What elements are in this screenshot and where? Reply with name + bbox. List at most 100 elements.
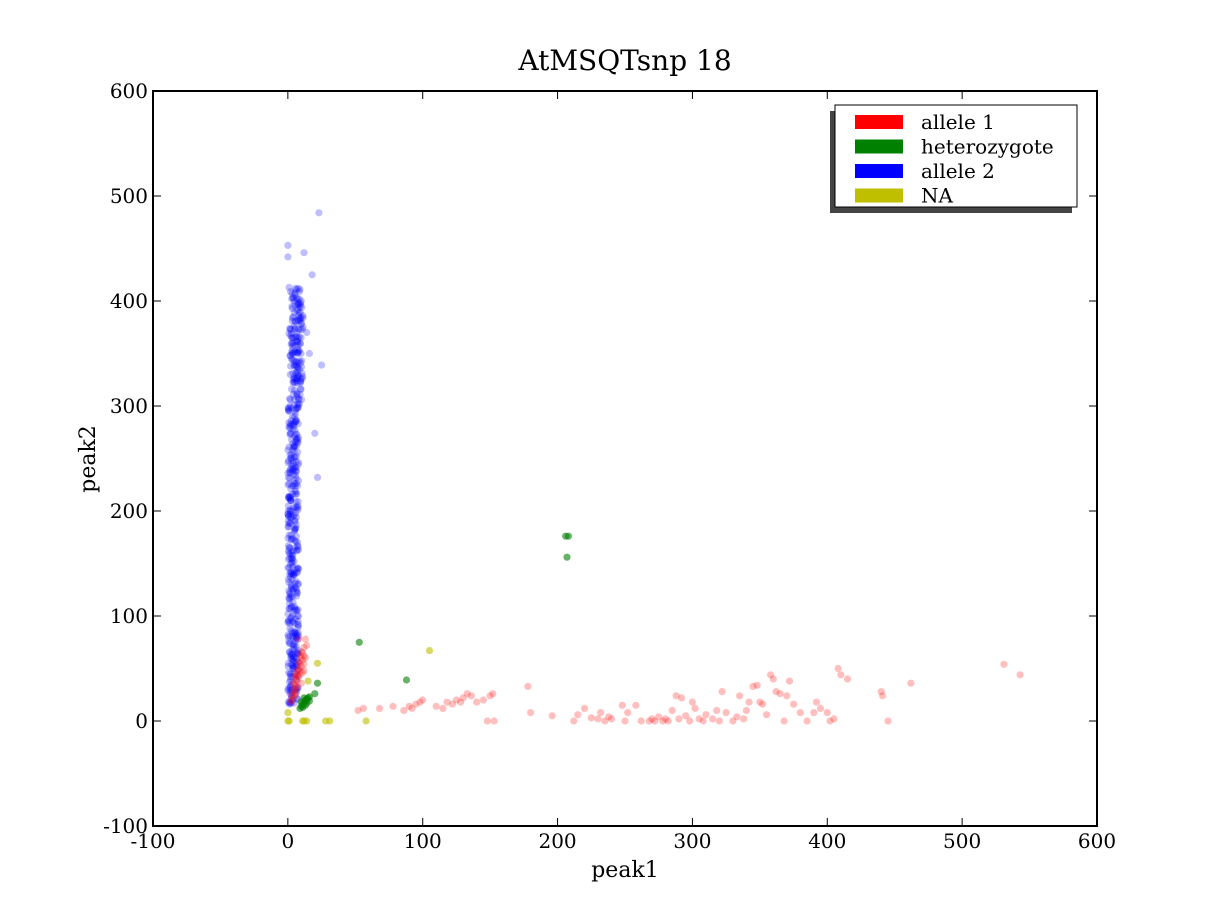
data-point	[286, 494, 294, 502]
data-point	[879, 692, 887, 700]
data-point	[294, 620, 302, 629]
data-point	[285, 493, 293, 501]
data-point	[293, 546, 301, 554]
data-point	[289, 349, 297, 358]
data-point	[287, 535, 295, 543]
data-point	[308, 271, 316, 279]
data-point	[293, 338, 301, 346]
data-point	[288, 555, 296, 563]
data-point	[299, 649, 307, 657]
data-point	[289, 376, 297, 384]
data-point	[288, 698, 296, 706]
data-point	[297, 359, 305, 367]
data-point	[823, 709, 831, 717]
data-point	[688, 698, 697, 706]
data-point	[285, 599, 294, 608]
data-point	[288, 652, 296, 660]
data-point	[291, 680, 299, 688]
data-point	[780, 717, 788, 725]
data-point	[291, 688, 299, 696]
data-point	[286, 649, 294, 657]
data-point	[294, 317, 302, 325]
data-point	[729, 717, 737, 725]
data-point	[285, 648, 294, 656]
data-point	[295, 365, 304, 373]
data-point	[580, 704, 589, 713]
data-point	[295, 312, 303, 320]
data-point	[291, 426, 299, 434]
data-point	[288, 627, 296, 635]
data-point	[607, 715, 616, 723]
data-point	[289, 685, 297, 694]
data-point	[812, 698, 821, 706]
data-point	[291, 605, 299, 613]
data-point	[293, 632, 301, 640]
data-point	[291, 536, 299, 545]
data-point	[294, 658, 302, 666]
data-point	[298, 375, 306, 383]
data-point	[296, 299, 305, 307]
data-point	[288, 463, 296, 471]
data-point	[290, 569, 298, 577]
data-point	[796, 709, 804, 717]
data-point	[294, 502, 302, 510]
data-point	[286, 466, 294, 474]
data-point	[295, 658, 303, 666]
data-point	[291, 629, 299, 637]
data-point	[432, 702, 440, 710]
data-point	[286, 451, 294, 459]
data-point	[661, 715, 670, 723]
data-point	[293, 547, 301, 555]
data-point	[294, 477, 303, 485]
data-point	[291, 442, 299, 450]
data-point	[297, 662, 305, 671]
data-point	[284, 404, 292, 412]
data-point	[285, 678, 294, 686]
data-point	[287, 696, 295, 704]
data-point	[286, 396, 294, 404]
data-point	[291, 602, 299, 611]
data-point	[286, 670, 294, 678]
data-point	[293, 306, 301, 315]
data-point	[292, 430, 300, 438]
data-point	[294, 568, 302, 576]
data-point	[294, 305, 302, 313]
data-point	[291, 662, 299, 671]
data-point	[289, 696, 297, 704]
data-point	[318, 361, 326, 369]
data-point	[664, 717, 672, 725]
data-point	[362, 717, 370, 725]
data-point	[287, 429, 295, 437]
data-point	[291, 317, 299, 325]
data-point	[291, 379, 299, 387]
data-point	[289, 662, 297, 671]
data-point	[783, 692, 791, 700]
data-point	[284, 610, 292, 618]
data-point	[287, 513, 295, 521]
data-point	[294, 439, 302, 447]
data-point	[294, 345, 302, 353]
data-point	[294, 300, 302, 308]
data-point	[527, 709, 535, 717]
data-point	[408, 704, 416, 713]
data-point	[767, 671, 775, 679]
y-tick-label: 600	[110, 79, 148, 103]
data-point	[295, 308, 303, 317]
data-point	[287, 554, 295, 562]
data-point	[289, 467, 297, 475]
data-point	[297, 375, 305, 383]
data-point	[296, 377, 305, 385]
data-point	[294, 672, 302, 680]
data-point	[285, 637, 293, 645]
data-point	[389, 702, 397, 710]
data-point	[291, 525, 299, 533]
data-point	[439, 704, 447, 713]
data-point	[292, 417, 300, 425]
data-point	[288, 661, 296, 670]
data-point	[290, 453, 298, 461]
ticks-layer: -100 0 100 200 300 400 500 600 -100 0 100 200 300 400…	[103, 79, 1116, 853]
data-point	[286, 639, 294, 647]
data-point	[291, 692, 299, 700]
data-point	[285, 639, 293, 647]
